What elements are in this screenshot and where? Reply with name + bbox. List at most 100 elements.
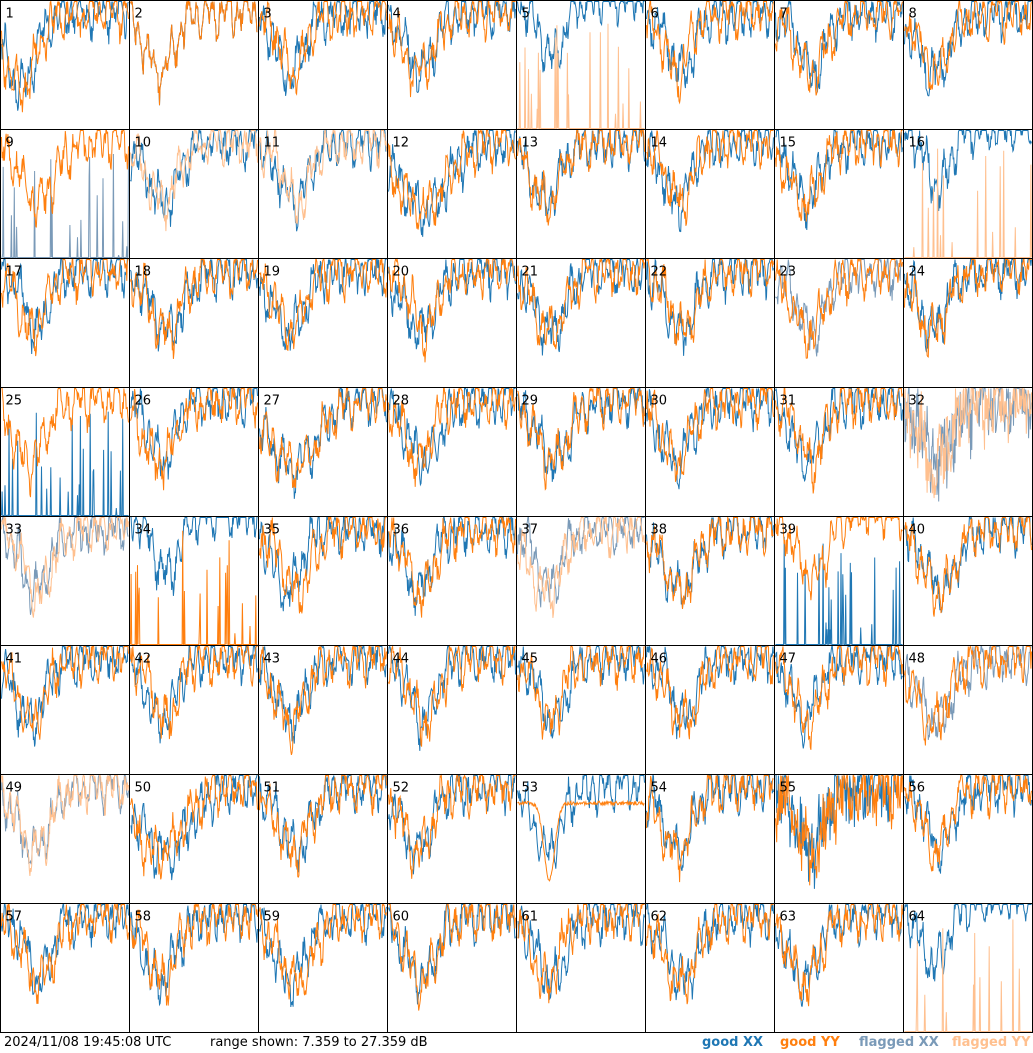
series-xx-18 (130, 258, 258, 352)
panel-label-6: 6 (651, 7, 659, 22)
series-xx-22 (646, 258, 774, 356)
panel-label-61: 61 (522, 910, 539, 925)
series-yy-35 (259, 517, 387, 614)
series-yy-58 (130, 902, 258, 1006)
panel-frame-5 (516, 0, 646, 130)
series-yy-60 (388, 902, 516, 1011)
panel-frame-4 (387, 0, 517, 130)
series-xx-17 (1, 258, 129, 355)
panel-label-29: 29 (522, 394, 539, 409)
antenna-panel-35: 35 (258, 516, 388, 646)
panel-label-59: 59 (264, 910, 281, 925)
panel-label-25: 25 (6, 394, 23, 409)
series-yy-14 (646, 128, 774, 226)
antenna-panel-27: 27 (258, 386, 388, 517)
panel-label-41: 41 (6, 652, 23, 667)
series-yy-57 (1, 902, 129, 1004)
antenna-panel-14: 14 (645, 128, 775, 259)
panel-label-19: 19 (264, 265, 281, 280)
series-yy-46 (646, 646, 774, 740)
series-xx-40 (904, 516, 1032, 613)
panel-label-27: 27 (264, 394, 281, 409)
panel-label-15: 15 (780, 136, 797, 151)
series-yy-53 (517, 799, 645, 882)
antenna-panel-1: 1 (0, 0, 130, 130)
series-yy-30 (646, 386, 774, 482)
panel-label-46: 46 (651, 652, 668, 667)
panel-label-26: 26 (135, 394, 152, 409)
antenna-panel-22: 22 (645, 258, 775, 388)
antenna-panel-44: 44 (387, 644, 517, 775)
antenna-panel-38: 38 (645, 515, 775, 646)
series-yy-23 (775, 258, 903, 359)
series-xx-3 (259, 0, 387, 96)
series-xx-8 (904, 0, 1032, 97)
antenna-panel-54: 54 (645, 774, 775, 904)
series-xx-42 (130, 645, 258, 744)
series-yy-50 (130, 775, 258, 880)
antenna-panel-47: 47 (774, 645, 904, 775)
series-yy-62 (646, 903, 774, 1005)
series-xx-52 (388, 775, 516, 875)
panel-label-51: 51 (264, 781, 281, 796)
antenna-panel-34: 34 (129, 515, 259, 646)
panel-label-16: 16 (909, 136, 926, 151)
series-xx-19 (259, 258, 387, 351)
antenna-panel-17: 17 (0, 258, 130, 388)
series-yy-13 (517, 130, 645, 226)
antenna-panel-26: 26 (129, 387, 259, 517)
antenna-panel-64: 64 (903, 902, 1033, 1033)
series-xx-4 (388, 0, 516, 93)
series-yy-33 (1, 515, 129, 618)
series-xx-24 (904, 257, 1032, 353)
antenna-panel-32: 32 (903, 386, 1033, 517)
antenna-panel-40: 40 (903, 515, 1033, 646)
series-yy-49 (1, 774, 129, 876)
series-yy-45 (517, 646, 645, 740)
series-xx-21 (517, 259, 645, 356)
panel-label-33: 33 (6, 523, 23, 538)
series-xx-44 (388, 645, 516, 751)
antenna-panel-53: 53 (516, 774, 646, 904)
panel-label-47: 47 (780, 652, 797, 667)
panel-label-14: 14 (651, 136, 668, 151)
antenna-panel-49: 49 (0, 774, 130, 904)
series-yy-43 (259, 646, 387, 756)
series-yy-28 (388, 388, 516, 487)
antenna-panel-4: 4 (387, 0, 517, 130)
series-xx-25 (1, 411, 129, 516)
antenna-panel-51: 51 (258, 774, 388, 904)
panel-label-39: 39 (780, 523, 797, 538)
series-yy-64 (904, 919, 1032, 1032)
series-xx-64 (904, 902, 1032, 982)
series-yy-37 (517, 515, 645, 618)
series-yy-8 (904, 0, 1032, 90)
panel-label-49: 49 (6, 781, 23, 796)
antenna-panel-58: 58 (129, 902, 259, 1033)
antenna-panel-20: 20 (387, 257, 517, 388)
antenna-panel-52: 52 (387, 773, 517, 904)
panel-label-28: 28 (393, 394, 410, 409)
antenna-panel-30: 30 (645, 386, 775, 517)
panel-label-55: 55 (780, 781, 797, 796)
panel-label-17: 17 (6, 265, 23, 280)
series-yy-19 (259, 259, 387, 351)
series-yy-9 (1, 130, 129, 228)
series-yy-10 (130, 129, 258, 232)
antenna-panel-31: 31 (774, 386, 904, 517)
series-yy-2 (130, 0, 258, 106)
series-yy-34 (130, 530, 258, 645)
series-yy-22 (646, 258, 774, 346)
series-yy-44 (388, 644, 516, 747)
series-yy-27 (259, 386, 387, 489)
panel-label-37: 37 (522, 523, 539, 538)
antenna-panel-18: 18 (129, 257, 259, 388)
panel-label-4: 4 (393, 7, 401, 22)
panel-label-34: 34 (135, 523, 152, 538)
antenna-panel-25: 25 (0, 387, 130, 517)
antenna-panel-61: 61 (516, 903, 646, 1033)
panel-label-64: 64 (909, 910, 926, 925)
series-yy-3 (259, 0, 387, 96)
series-yy-20 (388, 257, 516, 363)
panel-label-30: 30 (651, 394, 668, 409)
